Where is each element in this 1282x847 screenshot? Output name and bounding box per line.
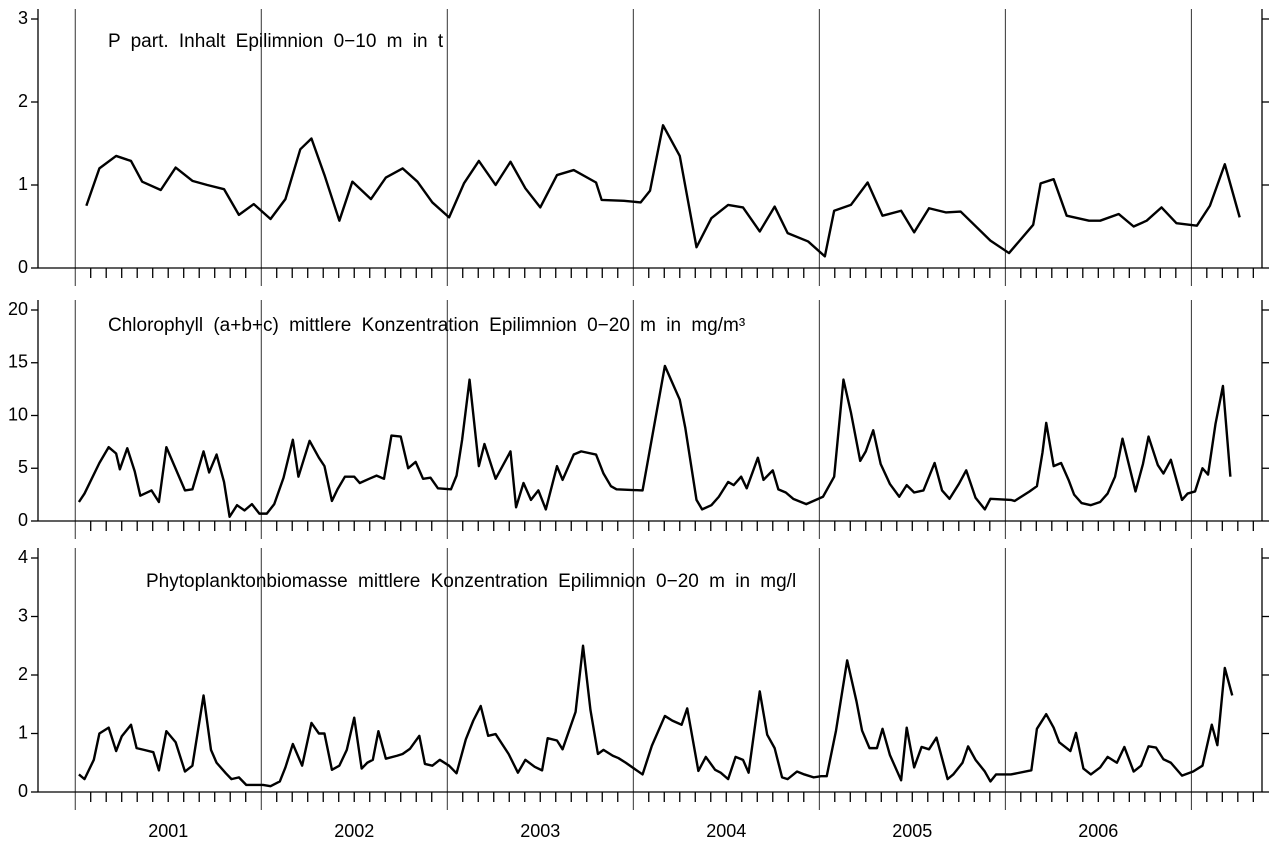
x-tick-label: 2006 (1078, 821, 1118, 841)
y-tick-label: 15 (8, 352, 28, 372)
y-tick-label: 1 (18, 174, 28, 194)
y-tick-label: 0 (18, 257, 28, 277)
y-tick-label: 4 (18, 547, 28, 567)
y-tick-label: 20 (8, 299, 28, 319)
y-tick-label: 0 (18, 510, 28, 530)
panel-title: Phytoplanktonbiomasse mittlere Konzentra… (146, 571, 796, 592)
y-tick-label: 3 (18, 8, 28, 28)
y-tick-label: 1 (18, 722, 28, 742)
y-tick-label: 3 (18, 605, 28, 625)
y-tick-label: 5 (18, 457, 28, 477)
data-line (85, 124, 1241, 258)
x-tick-label: 2004 (706, 821, 746, 841)
y-tick-label: 10 (8, 404, 28, 424)
y-tick-label: 2 (18, 664, 28, 684)
y-tick-label: 0 (18, 781, 28, 801)
panel-title: P part. Inhalt Epilimnion 0−10 m in t (108, 31, 444, 52)
data-line (78, 644, 1234, 788)
x-tick-label: 2002 (334, 821, 374, 841)
x-tick-label: 2001 (148, 821, 188, 841)
y-tick-label: 2 (18, 91, 28, 111)
data-line (77, 364, 1232, 518)
x-tick-label: 2005 (892, 821, 932, 841)
panel-title: Chlorophyll (a+b+c) mittlere Konzentrati… (108, 315, 745, 336)
x-tick-label: 2003 (520, 821, 560, 841)
